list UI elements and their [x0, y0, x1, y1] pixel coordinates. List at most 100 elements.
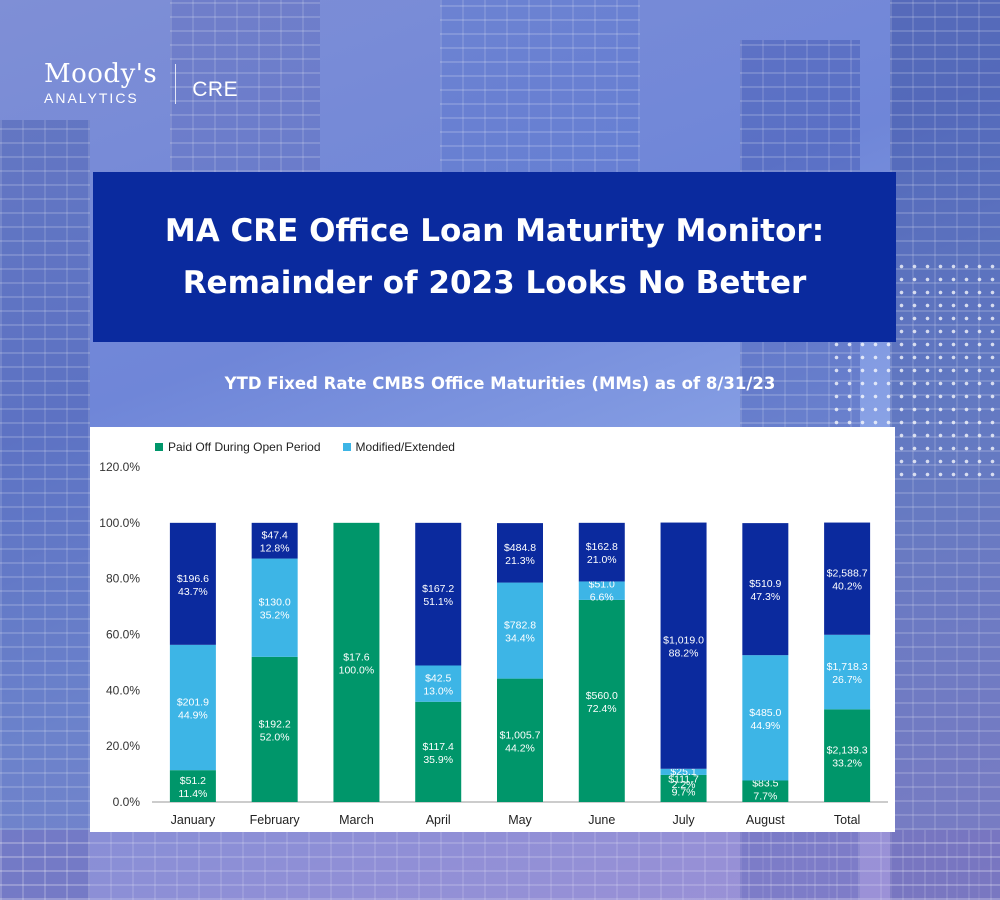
legend-swatch-modified: [342, 443, 351, 451]
data-label-amount: $192.2: [259, 718, 291, 730]
data-label-amount: $2,139.3: [827, 745, 868, 757]
brand-name: Moody's: [44, 59, 158, 89]
data-label-amount: $1,019.0: [663, 635, 704, 647]
bar-segment: [824, 709, 871, 802]
y-tick-label: 120.0%: [99, 460, 140, 474]
bar-segment: [415, 701, 462, 802]
x-tick-label: August: [746, 813, 785, 827]
data-label-amount: $201.9: [177, 697, 209, 709]
bar-segment: [169, 770, 216, 802]
data-label-percent: 6.6%: [590, 591, 614, 603]
brand-logo: Moody's ANALYTICS CRE: [44, 60, 238, 106]
x-tick-label: July: [672, 813, 695, 827]
y-tick-label: 0.0%: [113, 795, 141, 809]
brand-divider: [175, 64, 177, 104]
bar-segment: [660, 774, 707, 802]
x-tick-label: March: [339, 813, 374, 827]
bar-segment: [497, 678, 543, 802]
data-label-percent: 13.0%: [423, 686, 453, 698]
legend-label-modified: Modified/Extended: [355, 440, 455, 454]
legend-item-paid-off: Paid Off During Open Period: [155, 440, 321, 454]
data-label-percent: 51.1%: [423, 596, 453, 608]
bar-segment: [578, 522, 625, 582]
data-label-amount: $1,005.7: [500, 729, 541, 741]
building-graphic: [0, 120, 90, 900]
data-label-percent: 44.2%: [505, 742, 535, 754]
data-label-amount: $162.8: [586, 541, 618, 553]
bar-segment: [824, 522, 871, 635]
data-label-percent: 34.4%: [505, 633, 535, 645]
data-label-percent: 33.2%: [832, 758, 862, 770]
bar-segment: [578, 599, 625, 802]
data-label-percent: 21.0%: [587, 554, 617, 566]
data-label-amount: $2,588.7: [827, 568, 868, 580]
x-tick-label: June: [588, 813, 615, 827]
legend-item-modified: Modified/Extended: [342, 440, 455, 454]
data-label-percent: 44.9%: [178, 710, 208, 722]
bar-segment: [660, 768, 707, 775]
bar-segment: [742, 655, 789, 781]
data-label-amount: $117.4: [423, 741, 454, 753]
bar-segment: [742, 523, 789, 656]
y-tick-label: 40.0%: [106, 683, 140, 697]
data-label-amount: $130.0: [259, 597, 291, 609]
x-tick-label: April: [426, 813, 451, 827]
data-label-percent: 21.3%: [505, 555, 535, 567]
building-graphic: [170, 0, 320, 200]
y-tick-label: 100.0%: [99, 516, 140, 530]
title-banner: MA CRE Office Loan Maturity Monitor: Rem…: [93, 172, 896, 342]
data-label-amount: $42.5: [425, 673, 451, 685]
chart-panel: Paid Off During Open Period Modified/Ext…: [90, 427, 895, 832]
chart-legend: Paid Off During Open Period Modified/Ext…: [155, 440, 455, 454]
data-label-percent: 9.7%: [672, 786, 696, 798]
legend-label-paid-off: Paid Off During Open Period: [168, 440, 321, 454]
bar-segment: [169, 522, 216, 645]
x-tick-label: Total: [834, 813, 860, 827]
data-label-percent: 7.7%: [753, 791, 777, 803]
bar-segment: [415, 522, 462, 666]
data-label-amount: $47.4: [262, 530, 288, 542]
data-label-percent: 47.3%: [750, 591, 780, 603]
bar-segment: [497, 582, 543, 679]
data-label-amount: $111.7: [668, 773, 699, 785]
data-label-amount: $167.2: [422, 583, 454, 595]
building-graphic: [0, 830, 1000, 900]
x-tick-label: January: [171, 813, 216, 827]
data-label-amount: $1,718.3: [827, 661, 868, 673]
data-label-percent: 26.7%: [832, 674, 862, 686]
data-label-percent: 40.2%: [832, 581, 862, 593]
bar-segment: [333, 522, 380, 802]
data-label-percent: 35.9%: [423, 754, 453, 766]
bar-segment: [251, 558, 298, 657]
y-tick-label: 80.0%: [106, 572, 140, 586]
bar-segment: [169, 644, 216, 771]
stacked-bar-chart: 0.0% 20.0% 40.0% 60.0% 80.0% 100.0% 120.0% $51.…: [99, 460, 888, 827]
y-tick-label: 60.0%: [106, 628, 140, 642]
data-label-percent: 100.0%: [339, 664, 375, 676]
bar-segment: [660, 522, 707, 769]
data-label-percent: 44.9%: [750, 720, 780, 732]
data-label-amount: $560.0: [586, 690, 618, 702]
bar-segment: [251, 522, 298, 559]
bar-segment: [742, 780, 789, 802]
data-label-percent: 2.2%: [672, 779, 696, 791]
bar-segment: [251, 656, 298, 802]
bar-segment: [578, 581, 625, 600]
brand-subtitle: ANALYTICS: [44, 90, 139, 106]
x-tick-label: May: [508, 813, 532, 827]
data-label-percent: 88.2%: [669, 648, 699, 660]
data-label-percent: 35.2%: [260, 610, 290, 622]
data-label-percent: 72.4%: [587, 703, 617, 715]
chart-title: YTD Fixed Rate CMBS Office Maturities (M…: [224, 374, 776, 393]
title-line-2: Remainder of 2023 Looks No Better: [182, 265, 807, 301]
data-label-percent: 52.0%: [260, 731, 290, 743]
brand-unit: CRE: [192, 78, 239, 101]
bar-segment: [497, 523, 543, 583]
data-label-percent: 43.7%: [178, 586, 208, 598]
legend-swatch-paid-off: [155, 443, 163, 451]
data-label-amount: $510.9: [749, 578, 781, 590]
data-label-amount: $782.8: [504, 620, 536, 632]
building-graphic: [440, 0, 640, 175]
data-label-amount: $484.8: [504, 542, 536, 554]
data-label-percent: 12.8%: [260, 543, 290, 555]
